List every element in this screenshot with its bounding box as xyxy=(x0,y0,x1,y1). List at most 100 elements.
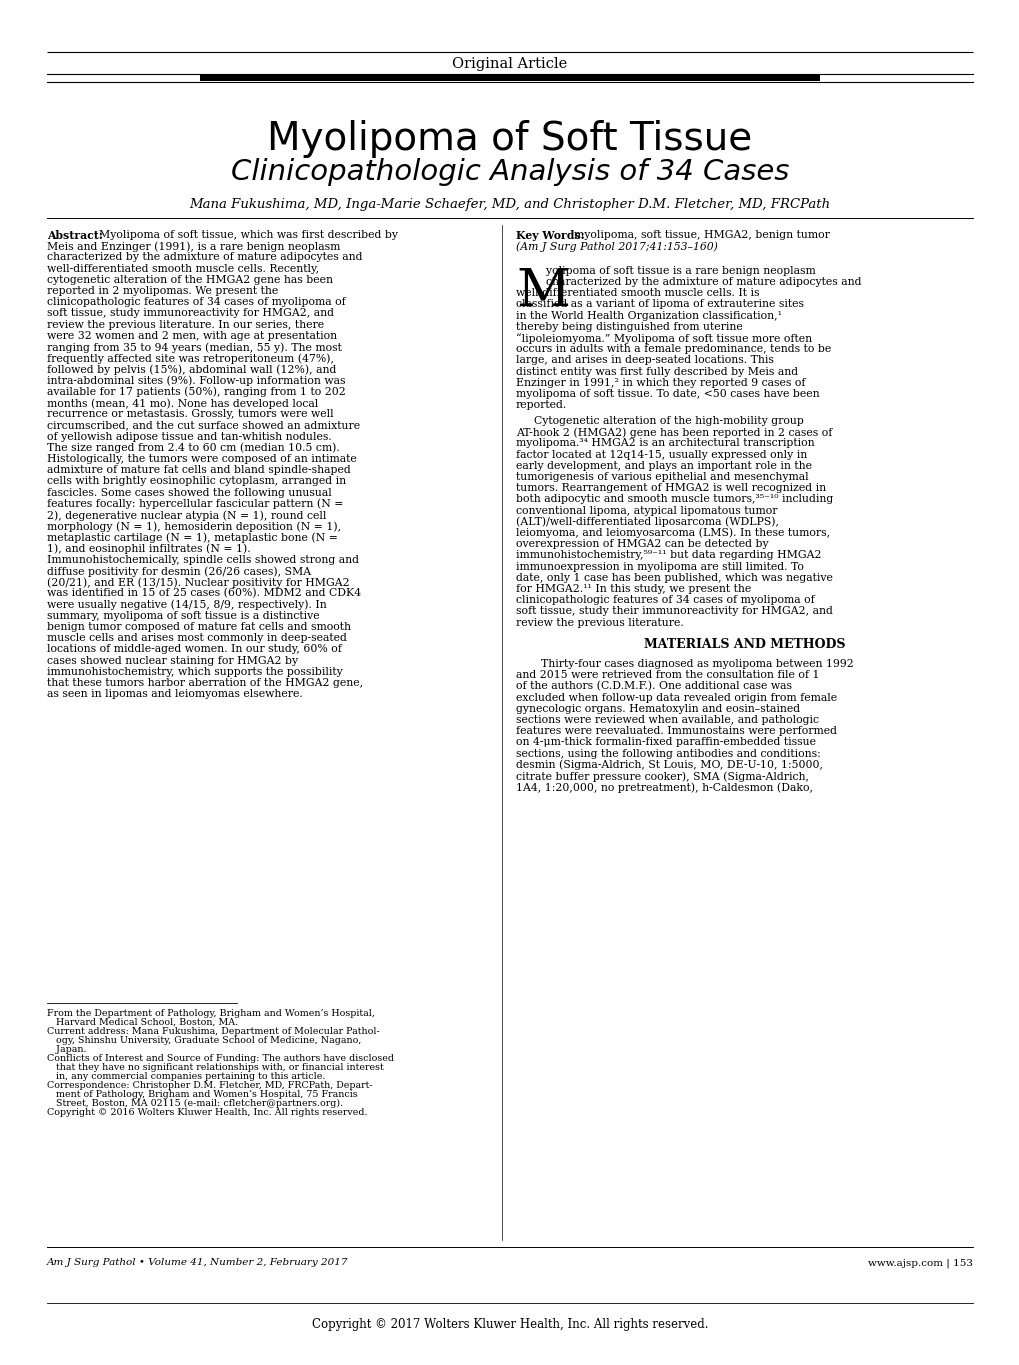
Text: circumscribed, and the cut surface showed an admixture: circumscribed, and the cut surface showe… xyxy=(47,420,360,430)
Text: Histologically, the tumors were composed of an intimate: Histologically, the tumors were composed… xyxy=(47,455,357,464)
Text: recurrence or metastasis. Grossly, tumors were well: recurrence or metastasis. Grossly, tumor… xyxy=(47,410,333,419)
Text: (ALT)/well-differentiated liposarcoma (WDLPS),: (ALT)/well-differentiated liposarcoma (W… xyxy=(516,517,779,527)
Text: clinicopathologic features of 34 cases of myolipoma of: clinicopathologic features of 34 cases o… xyxy=(47,298,345,307)
Text: muscle cells and arises most commonly in deep-seated: muscle cells and arises most commonly in… xyxy=(47,633,346,643)
Text: myolipoma.³⁴ HMGA2 is an architectural transcription: myolipoma.³⁴ HMGA2 is an architectural t… xyxy=(516,438,814,448)
Text: immunohistochemistry, which supports the possibility: immunohistochemistry, which supports the… xyxy=(47,666,342,677)
Text: The size ranged from 2.4 to 60 cm (median 10.5 cm).: The size ranged from 2.4 to 60 cm (media… xyxy=(47,442,339,453)
Text: Clinicopathologic Analysis of 34 Cases: Clinicopathologic Analysis of 34 Cases xyxy=(230,158,789,186)
Text: factor located at 12q14-15, usually expressed only in: factor located at 12q14-15, usually expr… xyxy=(516,449,806,460)
Text: Original Article: Original Article xyxy=(452,57,567,71)
Text: Harvard Medical School, Boston, MA.: Harvard Medical School, Boston, MA. xyxy=(47,1018,237,1026)
Text: that they have no significant relationships with, or financial interest: that they have no significant relationsh… xyxy=(47,1063,383,1072)
Text: reported.: reported. xyxy=(516,400,567,411)
Text: date, only 1 case has been published, which was negative: date, only 1 case has been published, wh… xyxy=(516,573,833,583)
Text: Correspondence: Christopher D.M. Fletcher, MD, FRCPath, Depart-: Correspondence: Christopher D.M. Fletche… xyxy=(47,1081,372,1091)
Text: Meis and Enzinger (1991), is a rare benign neoplasm: Meis and Enzinger (1991), is a rare beni… xyxy=(47,242,340,251)
Text: followed by pelvis (15%), abdominal wall (12%), and: followed by pelvis (15%), abdominal wall… xyxy=(47,364,336,375)
Text: benign tumor composed of mature fat cells and smooth: benign tumor composed of mature fat cell… xyxy=(47,622,351,632)
Text: summary, myolipoma of soft tissue is a distinctive: summary, myolipoma of soft tissue is a d… xyxy=(47,610,319,621)
Text: available for 17 patients (50%), ranging from 1 to 202: available for 17 patients (50%), ranging… xyxy=(47,386,345,397)
Text: Street, Boston, MA 02115 (e-mail: cfletcher@partners.org).: Street, Boston, MA 02115 (e-mail: cfletc… xyxy=(47,1099,342,1108)
Text: ment of Pathology, Brigham and Women’s Hospital, 75 Francis: ment of Pathology, Brigham and Women’s H… xyxy=(47,1091,358,1099)
Text: leiomyoma, and leiomyosarcoma (LMS). In these tumors,: leiomyoma, and leiomyosarcoma (LMS). In … xyxy=(516,528,829,538)
Text: review the previous literature.: review the previous literature. xyxy=(516,617,683,628)
Text: desmin (Sigma-Aldrich, St Louis, MO, DE-U-10, 1:5000,: desmin (Sigma-Aldrich, St Louis, MO, DE-… xyxy=(516,760,822,770)
Text: Key Words:: Key Words: xyxy=(516,229,584,242)
Text: sections, using the following antibodies and conditions:: sections, using the following antibodies… xyxy=(516,748,820,759)
Text: were usually negative (14/15, 8/9, respectively). In: were usually negative (14/15, 8/9, respe… xyxy=(47,599,326,610)
Text: cytogenetic alteration of the HMGA2 gene has been: cytogenetic alteration of the HMGA2 gene… xyxy=(47,274,332,285)
Text: frequently affected site was retroperitoneum (47%),: frequently affected site was retroperito… xyxy=(47,354,333,363)
Text: that these tumors harbor aberration of the HMGA2 gene,: that these tumors harbor aberration of t… xyxy=(47,678,363,688)
Text: Conflicts of Interest and Source of Funding: The authors have disclosed: Conflicts of Interest and Source of Fund… xyxy=(47,1054,393,1063)
Text: immunohistochemistry,⁵⁹⁻¹¹ but data regarding HMGA2: immunohistochemistry,⁵⁹⁻¹¹ but data rega… xyxy=(516,550,820,560)
Text: soft tissue, study their immunoreactivity for HMGA2, and: soft tissue, study their immunoreactivit… xyxy=(516,606,833,617)
Text: MATERIALS AND METHODS: MATERIALS AND METHODS xyxy=(643,637,845,651)
Text: 1A4, 1:20,000, no pretreatment), h-Caldesmon (Dako,: 1A4, 1:20,000, no pretreatment), h-Calde… xyxy=(516,782,812,793)
Text: well-differentiated smooth muscle cells. Recently,: well-differentiated smooth muscle cells.… xyxy=(47,263,319,273)
Text: Enzinger in 1991,² in which they reported 9 cases of: Enzinger in 1991,² in which they reporte… xyxy=(516,378,805,388)
Text: Am J Surg Pathol • Volume 41, Number 2, February 2017: Am J Surg Pathol • Volume 41, Number 2, … xyxy=(47,1259,348,1267)
Text: myolipoma, soft tissue, HMGA2, benign tumor: myolipoma, soft tissue, HMGA2, benign tu… xyxy=(574,229,829,240)
Bar xyxy=(200,74,819,81)
Text: were 32 women and 2 men, with age at presentation: were 32 women and 2 men, with age at pre… xyxy=(47,330,337,341)
Text: soft tissue, study immunoreactivity for HMGA2, and: soft tissue, study immunoreactivity for … xyxy=(47,308,333,318)
Text: 1), and eosinophil infiltrates (N = 1).: 1), and eosinophil infiltrates (N = 1). xyxy=(47,543,251,554)
Text: Cytogenetic alteration of the high-mobility group: Cytogenetic alteration of the high-mobil… xyxy=(534,416,803,426)
Text: conventional lipoma, atypical lipomatous tumor: conventional lipoma, atypical lipomatous… xyxy=(516,505,776,516)
Text: diffuse positivity for desmin (26/26 cases), SMA: diffuse positivity for desmin (26/26 cas… xyxy=(47,566,311,576)
Text: www.ajsp.com | 153: www.ajsp.com | 153 xyxy=(867,1259,972,1268)
Text: reported in 2 myolipomas. We present the: reported in 2 myolipomas. We present the xyxy=(47,287,278,296)
Text: yolipoma of soft tissue is a rare benign neoplasm: yolipoma of soft tissue is a rare benign… xyxy=(545,266,815,276)
Text: fascicles. Some cases showed the following unusual: fascicles. Some cases showed the followi… xyxy=(47,487,331,498)
Text: Japan.: Japan. xyxy=(47,1046,87,1054)
Text: clinicopathologic features of 34 cases of myolipoma of: clinicopathologic features of 34 cases o… xyxy=(516,595,814,605)
Text: Mana Fukushima, MD, Inga-Marie Schaefer, MD, and Christopher D.M. Fletcher, MD, : Mana Fukushima, MD, Inga-Marie Schaefer,… xyxy=(190,198,829,212)
Text: cells with brightly eosinophilic cytoplasm, arranged in: cells with brightly eosinophilic cytopla… xyxy=(47,476,345,486)
Text: was identified in 15 of 25 cases (60%). MDM2 and CDK4: was identified in 15 of 25 cases (60%). … xyxy=(47,588,361,599)
Text: M: M xyxy=(516,266,570,317)
Text: features were reevaluated. Immunostains were performed: features were reevaluated. Immunostains … xyxy=(516,726,837,736)
Text: well-differentiated smooth muscle cells. It is: well-differentiated smooth muscle cells.… xyxy=(516,288,759,298)
Text: characterized by the admixture of mature adipocytes and: characterized by the admixture of mature… xyxy=(47,253,362,262)
Text: metaplastic cartilage (N = 1), metaplastic bone (N =: metaplastic cartilage (N = 1), metaplast… xyxy=(47,532,337,543)
Text: Copyright © 2016 Wolters Kluwer Health, Inc. All rights reserved.: Copyright © 2016 Wolters Kluwer Health, … xyxy=(47,1108,367,1117)
Text: in the World Health Organization classification,¹: in the World Health Organization classif… xyxy=(516,311,782,321)
Text: Thirty-four cases diagnosed as myolipoma between 1992: Thirty-four cases diagnosed as myolipoma… xyxy=(540,659,853,669)
Text: characterized by the admixture of mature adipocytes and: characterized by the admixture of mature… xyxy=(545,277,861,287)
Text: AT-hook 2 (HMGA2) gene has been reported in 2 cases of: AT-hook 2 (HMGA2) gene has been reported… xyxy=(516,427,832,438)
Text: sections were reviewed when available, and pathologic: sections were reviewed when available, a… xyxy=(516,715,818,725)
Text: Copyright © 2017 Wolters Kluwer Health, Inc. All rights reserved.: Copyright © 2017 Wolters Kluwer Health, … xyxy=(312,1319,707,1331)
Text: on 4-μm-thick formalin-fixed paraffin-embedded tissue: on 4-μm-thick formalin-fixed paraffin-em… xyxy=(516,737,815,748)
Text: large, and arises in deep-seated locations. This: large, and arises in deep-seated locatio… xyxy=(516,355,773,366)
Text: cases showed nuclear staining for HMGA2 by: cases showed nuclear staining for HMGA2 … xyxy=(47,655,298,666)
Text: both adipocytic and smooth muscle tumors,³⁵⁻¹⁰ including: both adipocytic and smooth muscle tumors… xyxy=(516,494,833,504)
Text: overexpression of HMGA2 can be detected by: overexpression of HMGA2 can be detected … xyxy=(516,539,768,549)
Text: thereby being distinguished from uterine: thereby being distinguished from uterine xyxy=(516,322,742,332)
Text: “lipoleiomyoma.” Myolipoma of soft tissue more often: “lipoleiomyoma.” Myolipoma of soft tissu… xyxy=(516,333,811,344)
Text: myolipoma of soft tissue. To date, <50 cases have been: myolipoma of soft tissue. To date, <50 c… xyxy=(516,389,819,399)
Text: Immunohistochemically, spindle cells showed strong and: Immunohistochemically, spindle cells sho… xyxy=(47,554,359,565)
Text: classified as a variant of lipoma of extrauterine sites: classified as a variant of lipoma of ext… xyxy=(516,299,803,310)
Text: of yellowish adipose tissue and tan-whitish nodules.: of yellowish adipose tissue and tan-whit… xyxy=(47,431,331,442)
Text: features focally: hypercellular fascicular pattern (N =: features focally: hypercellular fascicul… xyxy=(47,498,343,509)
Text: as seen in lipomas and leiomyomas elsewhere.: as seen in lipomas and leiomyomas elsewh… xyxy=(47,689,303,699)
Text: ogy, Shinshu University, Graduate School of Medicine, Nagano,: ogy, Shinshu University, Graduate School… xyxy=(47,1036,361,1046)
Text: intra-abdominal sites (9%). Follow-up information was: intra-abdominal sites (9%). Follow-up in… xyxy=(47,375,345,386)
Text: Current address: Mana Fukushima, Department of Molecular Pathol-: Current address: Mana Fukushima, Departm… xyxy=(47,1026,379,1036)
Text: tumorigenesis of various epithelial and mesenchymal: tumorigenesis of various epithelial and … xyxy=(516,472,808,482)
Text: 2), degenerative nuclear atypia (N = 1), round cell: 2), degenerative nuclear atypia (N = 1),… xyxy=(47,511,326,520)
Text: admixture of mature fat cells and bland spindle-shaped: admixture of mature fat cells and bland … xyxy=(47,465,351,475)
Text: (Am J Surg Pathol 2017;41:153–160): (Am J Surg Pathol 2017;41:153–160) xyxy=(516,242,717,251)
Text: and 2015 were retrieved from the consultation file of 1: and 2015 were retrieved from the consult… xyxy=(516,670,818,680)
Text: morphology (N = 1), hemosiderin deposition (N = 1),: morphology (N = 1), hemosiderin depositi… xyxy=(47,521,340,532)
Text: gynecologic organs. Hematoxylin and eosin–stained: gynecologic organs. Hematoxylin and eosi… xyxy=(516,704,799,714)
Text: review the previous literature. In our series, there: review the previous literature. In our s… xyxy=(47,319,324,329)
Text: months (mean, 41 mo). None has developed local: months (mean, 41 mo). None has developed… xyxy=(47,399,318,408)
Text: ranging from 35 to 94 years (median, 55 y). The most: ranging from 35 to 94 years (median, 55 … xyxy=(47,343,341,352)
Text: locations of middle-aged women. In our study, 60% of: locations of middle-aged women. In our s… xyxy=(47,644,341,654)
Text: immunoexpression in myolipoma are still limited. To: immunoexpression in myolipoma are still … xyxy=(516,561,803,572)
Text: in, any commercial companies pertaining to this article.: in, any commercial companies pertaining … xyxy=(47,1072,325,1081)
Text: of the authors (C.D.M.F.). One additional case was: of the authors (C.D.M.F.). One additiona… xyxy=(516,681,791,692)
